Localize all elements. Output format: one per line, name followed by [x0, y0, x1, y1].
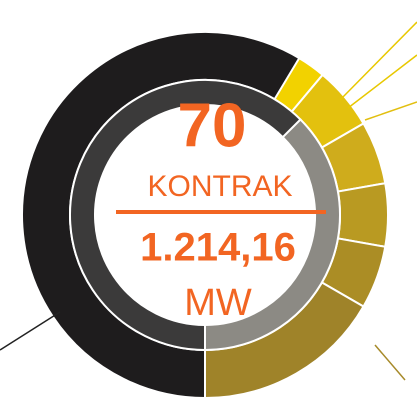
capacity-value: 1.214,16 [140, 226, 296, 270]
outer-segment [336, 182, 389, 248]
contract-label: KONTRAK [147, 170, 292, 203]
donut-rings [21, 31, 389, 400]
leader-line [339, 21, 417, 101]
contract-count: 70 [178, 91, 247, 160]
center-disc [95, 105, 315, 325]
capacity-unit: MW [184, 282, 252, 324]
leader-line [0, 311, 61, 351]
leader-line [347, 54, 417, 109]
leader-line [364, 101, 417, 121]
leader-line [374, 344, 406, 381]
